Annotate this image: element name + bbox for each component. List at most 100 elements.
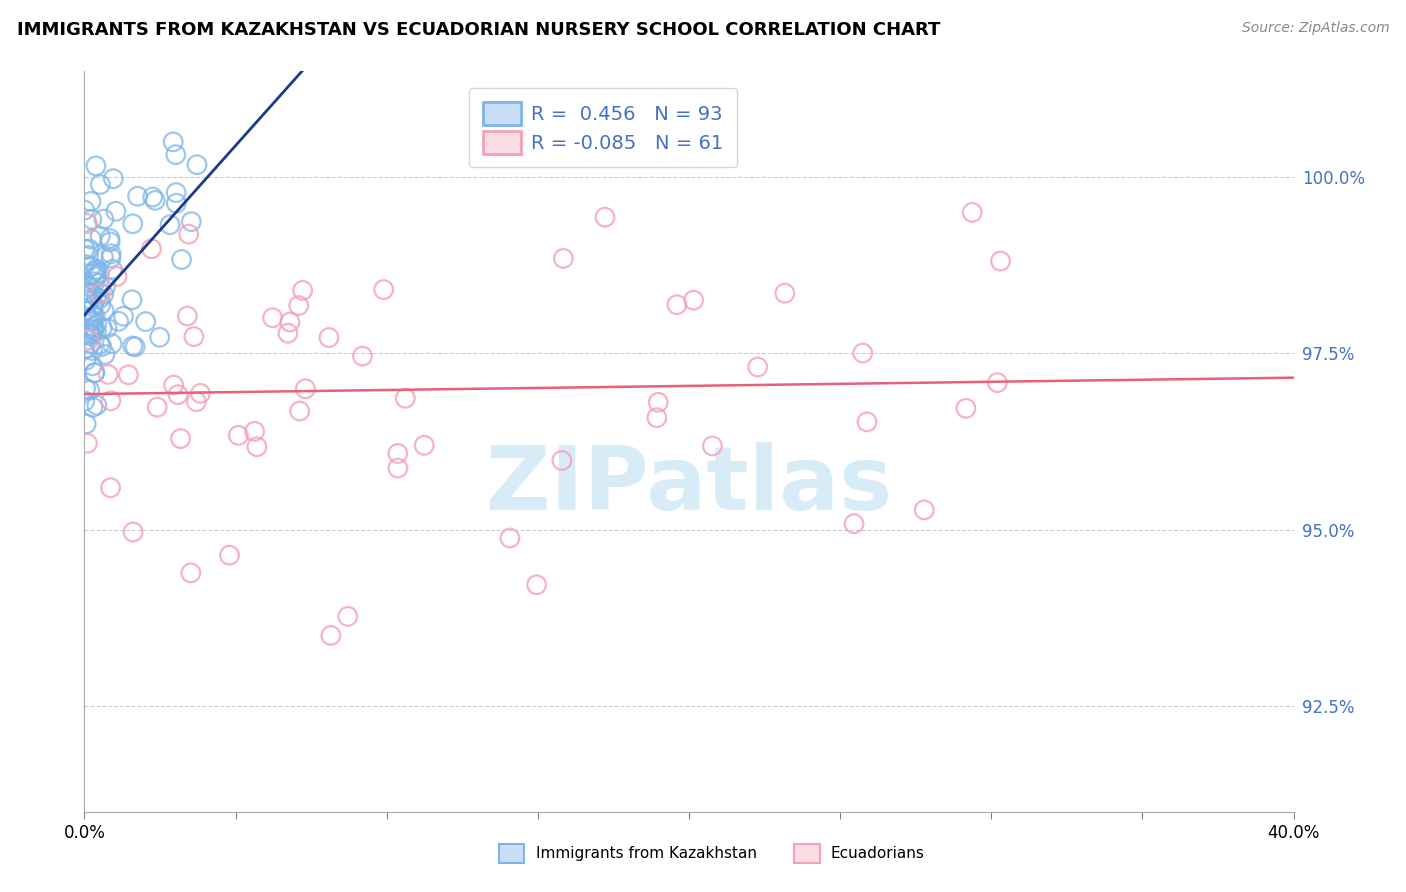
Point <box>87 277 110 291</box>
Point <box>291 284 314 298</box>
Point <box>747 359 769 374</box>
Point <box>93 303 115 318</box>
Point <box>165 196 187 211</box>
Point <box>86 290 108 304</box>
Point <box>387 461 409 475</box>
Point <box>86 398 108 412</box>
Point <box>852 346 875 360</box>
Legend: R =  0.456   N = 93, R = -0.085   N = 61: R = 0.456 N = 93, R = -0.085 N = 61 <box>470 88 737 168</box>
Point <box>135 315 157 329</box>
Point <box>143 194 166 208</box>
Point <box>551 453 574 467</box>
Point <box>104 204 127 219</box>
Point <box>75 257 97 271</box>
Point <box>842 516 865 531</box>
Point <box>100 393 122 408</box>
Point <box>121 339 143 353</box>
Point <box>86 262 108 277</box>
Point <box>278 315 301 329</box>
Point <box>82 300 104 314</box>
Point <box>319 628 342 642</box>
Point <box>89 266 111 280</box>
Point <box>645 410 668 425</box>
Point <box>94 347 117 361</box>
FancyBboxPatch shape <box>499 844 524 863</box>
Point <box>76 217 98 231</box>
Point <box>89 178 111 192</box>
Point <box>228 428 250 442</box>
Point <box>180 566 202 580</box>
Point <box>593 210 616 224</box>
Point <box>93 212 115 227</box>
Point <box>387 446 409 460</box>
Point <box>318 330 340 344</box>
Point <box>79 329 101 343</box>
Point <box>413 438 436 452</box>
Point <box>101 262 124 277</box>
Point <box>97 368 120 382</box>
Point <box>80 212 103 227</box>
Point <box>76 436 98 450</box>
Point <box>100 251 122 265</box>
Point <box>702 439 724 453</box>
Point <box>142 190 165 204</box>
Point <box>80 232 103 246</box>
Point <box>89 286 111 301</box>
Point <box>82 359 104 373</box>
Point <box>83 366 105 380</box>
Point <box>665 298 688 312</box>
Point <box>146 400 169 414</box>
Point <box>352 349 374 363</box>
Point <box>526 578 548 592</box>
Point <box>86 268 108 282</box>
Point <box>773 286 796 301</box>
Point <box>90 340 112 354</box>
Point <box>73 394 96 409</box>
Point <box>79 242 101 256</box>
Point <box>77 292 100 306</box>
Point <box>180 214 202 228</box>
Point <box>93 250 115 264</box>
Point <box>76 279 98 293</box>
Point <box>167 387 190 401</box>
Point <box>186 158 208 172</box>
Point <box>373 283 395 297</box>
Point <box>86 318 108 332</box>
Point <box>73 203 96 218</box>
Point <box>107 314 129 328</box>
Point <box>277 326 299 341</box>
Point <box>394 391 416 405</box>
Point <box>262 310 284 325</box>
Text: Ecuadorians: Ecuadorians <box>831 847 925 861</box>
Point <box>124 340 146 354</box>
Point <box>75 381 97 395</box>
Point <box>93 287 115 301</box>
Point <box>287 299 309 313</box>
Point <box>82 314 104 328</box>
Point <box>82 322 104 336</box>
Point <box>553 252 575 266</box>
Point <box>73 342 96 356</box>
Point <box>288 404 311 418</box>
Point <box>90 298 112 312</box>
Point <box>94 279 117 293</box>
Point <box>190 386 212 401</box>
Point <box>162 135 184 149</box>
Point <box>91 321 114 335</box>
Point <box>80 327 103 342</box>
Text: ZIPatlas: ZIPatlas <box>486 442 891 530</box>
Point <box>246 440 269 454</box>
Point <box>121 293 143 307</box>
Point <box>77 333 100 347</box>
Point <box>165 147 187 161</box>
Point <box>89 229 111 244</box>
Point <box>159 218 181 232</box>
Point <box>80 286 103 301</box>
Point <box>336 609 359 624</box>
Point <box>986 376 1008 390</box>
Point <box>499 531 522 545</box>
Point <box>77 322 100 336</box>
Point <box>912 503 935 517</box>
FancyBboxPatch shape <box>794 844 820 863</box>
Point <box>98 231 121 245</box>
